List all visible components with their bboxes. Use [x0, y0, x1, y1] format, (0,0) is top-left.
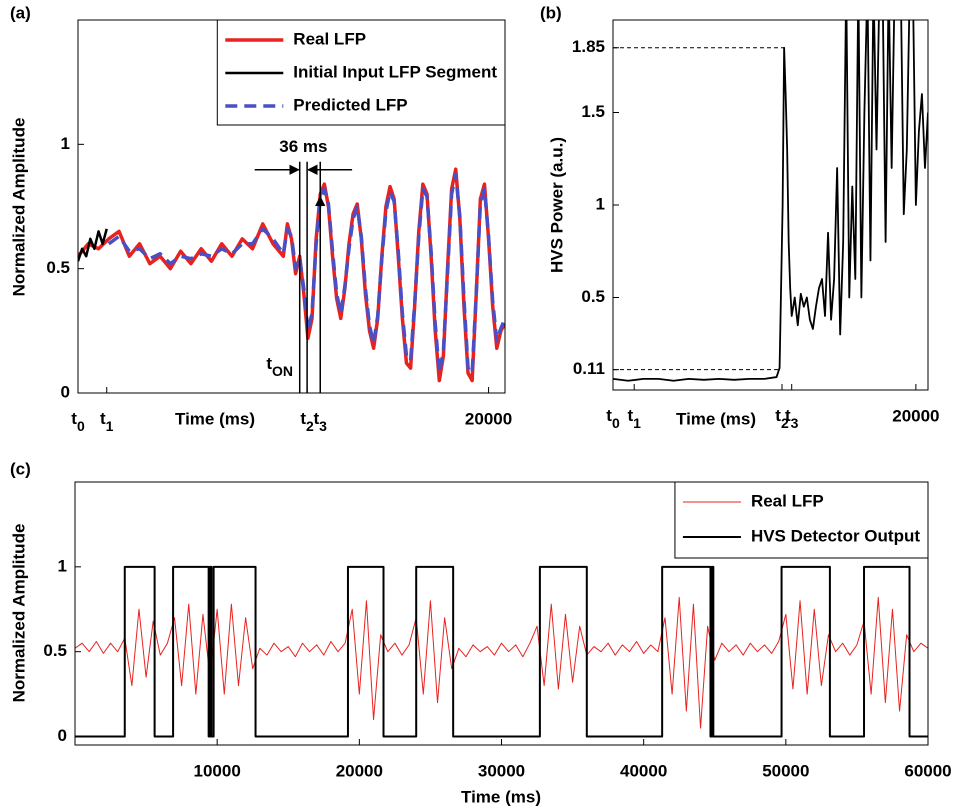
event-label: tON [266, 354, 293, 378]
plot-frame [74, 481, 929, 746]
y-axis-label: Normalized Amplitude [9, 524, 28, 703]
y-tick-label: 0.5 [46, 258, 70, 277]
x-tick-label: 20000 [336, 761, 383, 780]
series-line [75, 565, 928, 738]
y-tick-label: 1.5 [581, 102, 605, 121]
legend [674, 481, 929, 559]
y-tick-label: 1 [61, 134, 70, 153]
x-tick-label: t0 [71, 409, 85, 433]
x-tick-label: t3 [785, 406, 799, 430]
x-axis-label: Time (ms) [175, 409, 255, 428]
y-axis-label: HVS Power (a.u.) [547, 137, 566, 273]
x-tick-label: 40000 [620, 761, 667, 780]
interval-label: 36 ms [279, 137, 327, 156]
x-tick-label: 60000 [904, 761, 951, 780]
y-tick-label: 0.11 [573, 359, 605, 378]
series-line [75, 596, 928, 729]
x-tick-label: 20000 [465, 409, 512, 428]
x-tick-label: t2 [775, 406, 789, 430]
legend-label: Real LFP [751, 491, 824, 510]
series-line [78, 167, 505, 383]
x-tick-label: t1 [627, 406, 641, 430]
y-tick-label: 1 [596, 194, 605, 213]
y-tick-label: 1.85 [572, 37, 605, 56]
x-tick-label: 50000 [762, 761, 809, 780]
series-line [78, 228, 108, 262]
y-tick-label: 0 [58, 726, 67, 745]
x-tick-label: t0 [606, 406, 620, 430]
x-tick-label: 30000 [478, 761, 525, 780]
x-tick-label: t1 [100, 409, 114, 433]
series-line [613, 20, 928, 382]
y-tick-label: 0.5 [43, 641, 67, 660]
legend-label: Predicted LFP [293, 95, 407, 114]
series-line [107, 172, 505, 375]
legend-label: HVS Detector Output [751, 526, 920, 545]
x-tick-label: t2 [300, 409, 314, 433]
legend-label: Real LFP [293, 29, 366, 48]
x-tick-label: 10000 [194, 761, 241, 780]
plot-frame [612, 19, 929, 391]
y-axis-label: Normalized Amplitude [9, 118, 28, 297]
x-axis-label: Time (ms) [461, 787, 541, 806]
x-tick-label: 20000 [892, 406, 939, 425]
y-tick-label: 0 [61, 382, 70, 401]
panel-label: (a) [10, 3, 31, 22]
x-axis-label: Time (ms) [676, 409, 756, 428]
y-tick-label: 0.5 [581, 287, 605, 306]
x-tick-label: t3 [314, 409, 328, 433]
legend-label: Initial Input LFP Segment [293, 62, 497, 81]
panel-label: (b) [540, 3, 562, 22]
panel-label: (c) [10, 459, 31, 478]
y-tick-label: 1 [58, 556, 67, 575]
